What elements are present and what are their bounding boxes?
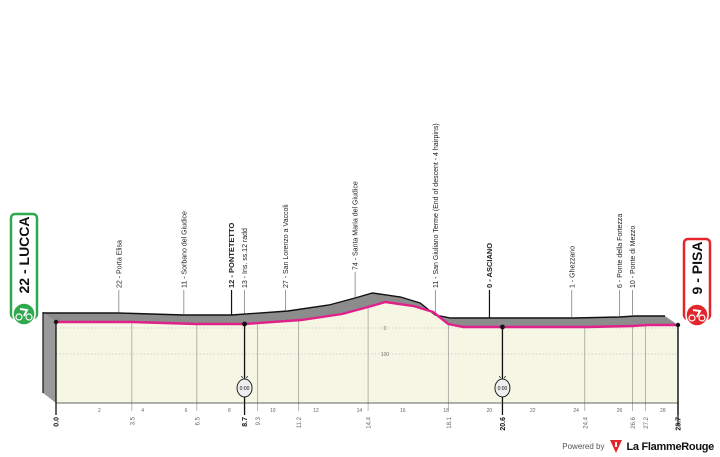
x-tick-label: 28 <box>660 408 666 414</box>
waypoint-label: 10 - Ponte di Mezzo <box>630 226 637 288</box>
waypoint-label: 74 - Santa Maria del Giudice <box>353 181 360 270</box>
cyclist-icon-body <box>692 309 702 318</box>
time-check-label: 0:00 <box>240 386 250 392</box>
x-tick-label: 24 <box>573 408 579 414</box>
finish-badge-label: 9 - PISA <box>689 242 705 295</box>
start-point <box>53 319 59 325</box>
footer: Powered by La FlammeRouge <box>562 440 714 453</box>
x-tick-label: 12 <box>313 408 319 414</box>
km-marker-label: 11.2 <box>297 416 303 428</box>
x-tick-label: 14 <box>357 408 363 414</box>
time-check-point <box>242 321 247 327</box>
x-tick-label: 22 <box>530 408 536 414</box>
waypoint-label: 22 - Porta Elisa <box>116 240 123 288</box>
x-tick-label: 10 <box>270 408 276 414</box>
stopwatch-knob <box>241 375 243 379</box>
start-badge: 22 - LUCCA <box>9 212 39 326</box>
x-tick-label: 6 <box>185 408 188 414</box>
grid-label: 100 <box>381 352 390 358</box>
stopwatch-icon <box>236 378 253 398</box>
x-tick-label: 20 <box>487 408 493 414</box>
km-marker-label: 14.4 <box>367 416 373 428</box>
waypoint-label: 0 - ASCIANO <box>485 243 494 288</box>
waypoint-label: 6 - Ponte della Fortezza <box>617 214 624 288</box>
time-check-point <box>500 324 505 330</box>
waypoint-label: 12 - PONTETETTO <box>227 223 236 288</box>
cyclist-icon-body <box>19 308 29 317</box>
flamme-rouge-logo-icon <box>609 440 622 453</box>
x-tick-label: 4 <box>141 408 144 414</box>
waypoint-label: 13 - Ins. ss.12 radd <box>242 228 249 288</box>
finish-point <box>675 322 681 328</box>
cyclist-icon-wheel <box>688 314 696 322</box>
x-tick-label: 8 <box>228 408 231 414</box>
km-marker-label: 8.7 <box>242 417 249 427</box>
waypoint-label: 27 - San Lorenzo a Vaccoli <box>283 204 290 288</box>
km-marker-label: 24.4 <box>583 416 589 428</box>
km-marker-label: 6.5 <box>195 416 201 425</box>
stopwatch-knob <box>499 375 501 379</box>
km-marker-label: 3.5 <box>130 416 136 425</box>
cyclist-icon-wheel <box>15 313 23 321</box>
route-line <box>56 300 678 329</box>
km-marker-label: 27.2 <box>644 416 650 428</box>
profile-left-wall <box>43 313 56 403</box>
km-marker-label: 20.6 <box>500 417 507 431</box>
km-marker-label: 18.1 <box>447 416 453 428</box>
stopwatch-icon <box>494 378 511 398</box>
km-marker-label: 28.7 <box>676 417 683 431</box>
profile-outline <box>43 292 665 319</box>
stopwatch-knob <box>246 375 248 379</box>
km-marker-label: 26.6 <box>631 416 637 428</box>
powered-by-text: Powered by <box>562 442 605 451</box>
cyclist-icon-wheel <box>698 314 706 322</box>
km-marker-label: 9.3 <box>256 416 262 425</box>
start-badge-label: 22 - LUCCA <box>16 216 32 293</box>
x-tick-label: 16 <box>400 408 406 414</box>
time-check-label: 0:00 <box>498 386 508 392</box>
x-tick-label: 26 <box>617 408 623 414</box>
waypoint-label: 11 - San Giuliano Terme (End of descent … <box>433 123 440 288</box>
cyclist-icon-wheel <box>25 313 33 321</box>
brand-name: La FlammeRouge <box>626 440 715 453</box>
x-tick-label: 2 <box>98 408 101 414</box>
waypoint-label: 11 - Sorbano del Giudice <box>181 211 188 288</box>
grid-label: 0 <box>384 326 387 332</box>
x-tick-label: 18 <box>443 408 449 414</box>
stopwatch-knob <box>504 375 506 379</box>
waypoint-label: 1 - Ghezzano <box>569 246 576 288</box>
finish-badge: 9 - PISA <box>682 237 712 327</box>
km-marker-label: 0.0 <box>54 417 61 427</box>
